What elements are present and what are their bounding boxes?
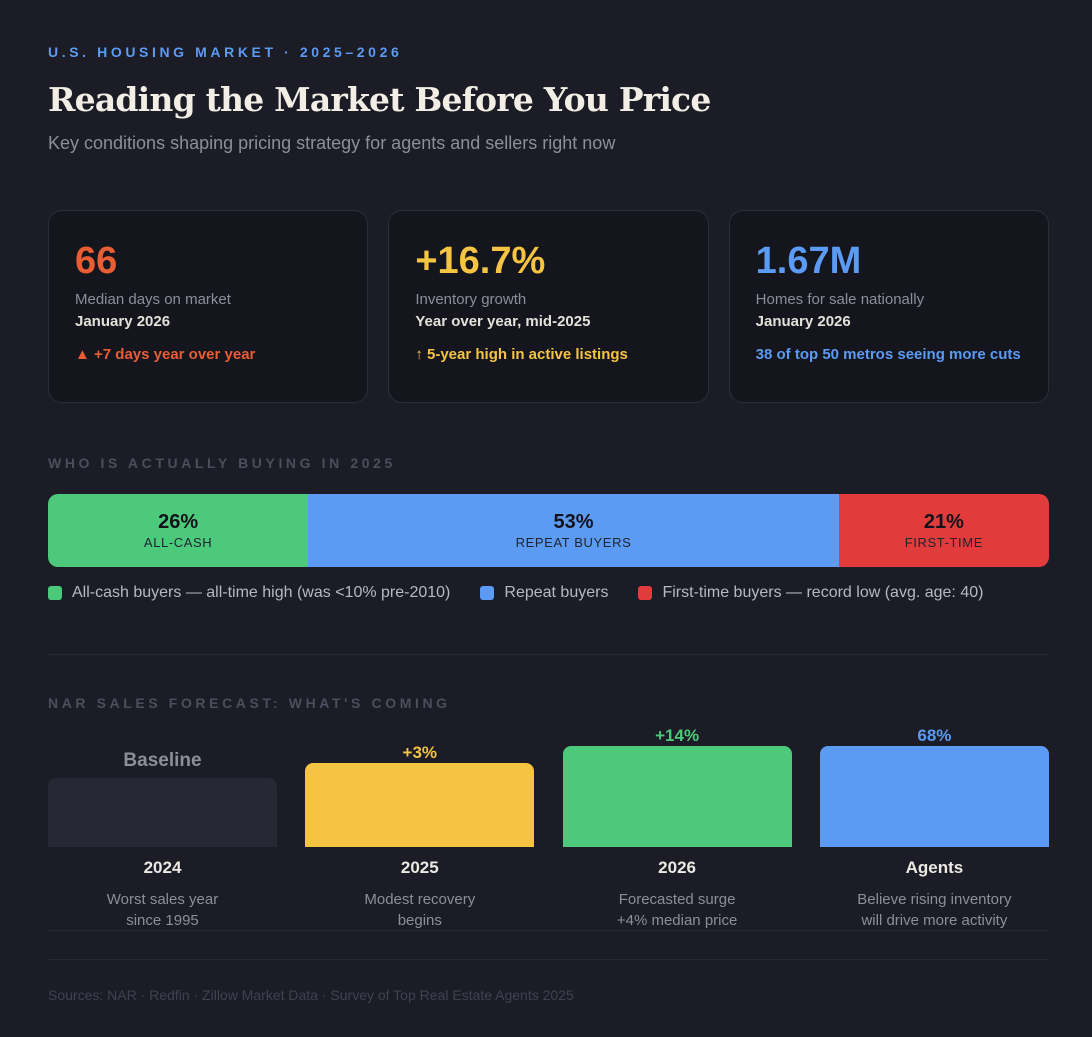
forecast-bar (305, 763, 535, 847)
stack-segment-first-time: 21% FIRST-TIME (838, 494, 1049, 567)
segment-percent: 21% (923, 511, 964, 533)
stat-sublabel: January 2026 (75, 313, 171, 330)
stat-note: ▲ +7 days year over year (75, 346, 256, 363)
section-divider (48, 654, 1049, 655)
page-subtitle: Key conditions shaping pricing strategy … (48, 133, 616, 153)
segment-percent: 26% (158, 511, 199, 533)
forecast-description-line: will drive more activity (861, 912, 1008, 929)
segment-label: ALL-CASH (143, 535, 213, 550)
legend-swatch (48, 586, 62, 600)
stat-value: 66 (75, 240, 118, 282)
stat-note: 38 of top 50 metros seeing more cuts (755, 346, 1021, 363)
forecast-description-line: Worst sales year (106, 891, 219, 908)
forecast-description-line: Modest recovery (364, 891, 476, 908)
stat-sublabel: Year over year, mid-2025 (415, 313, 591, 330)
stat-value: 1.67M (755, 240, 862, 282)
forecast-bar (819, 746, 1049, 847)
forecast-description: Modest recovery begins (305, 889, 534, 931)
forecast-description-line: Believe rising inventory (857, 891, 1012, 908)
buyers-section-label: WHO IS ACTUALLY BUYING IN 2025 (48, 455, 396, 471)
stat-note: ↑ 5-year high in active listings (415, 346, 628, 363)
stat-cards: 66 Median days on market January 2026 ▲ … (48, 210, 1049, 403)
forecast-category-label: 2025 (400, 858, 439, 877)
segment-label: REPEAT BUYERS (515, 535, 632, 550)
stack-segment-repeat-buyers: 53% REPEAT BUYERS (308, 494, 839, 567)
legend-swatch (638, 586, 653, 600)
footer-divider (48, 959, 1049, 960)
stat-value: +16.7% (415, 240, 546, 282)
eyebrow-label: U.S. HOUSING MARKET · 2025–2026 (48, 44, 403, 60)
legend-item: First-time buyers — record low (avg. age… (638, 584, 983, 602)
legend-item: All-cash buyers — all-time high (was <10… (48, 584, 450, 602)
forecast-category-label: 2024 (143, 858, 182, 877)
legend-text: First-time buyers — record low (avg. age… (662, 584, 984, 601)
forecast-description: Believe rising inventory will drive more … (820, 889, 1049, 931)
stat-sublabel: January 2026 (755, 313, 851, 330)
forecast-value-label: 68% (917, 726, 952, 745)
forecast-description-line: +4% median price (616, 912, 738, 929)
segment-percent: 53% (553, 511, 594, 533)
legend-item: Repeat buyers (480, 584, 608, 602)
forecast-value-label: +3% (402, 743, 438, 762)
legend-text: All-cash buyers — all-time high (was <10… (72, 584, 451, 601)
forecast-value-label: +14% (655, 726, 700, 745)
forecast-baseline-divider (48, 930, 1049, 931)
forecast-description: Forecasted surge +4% median price (563, 889, 792, 931)
forecast-value-label: Baseline (123, 750, 202, 771)
forecast-description-line: begins (397, 912, 442, 929)
page-title: Reading the Market Before You Price (48, 80, 711, 119)
segment-label: FIRST-TIME (904, 535, 983, 550)
stat-card-inventory-growth: +16.7% Inventory growth Year over year, … (388, 210, 709, 403)
legend-text: Repeat buyers (504, 584, 609, 601)
stat-label: Homes for sale nationally (755, 291, 925, 308)
buyer-share-stacked-bar: 26% ALL-CASH 53% REPEAT BUYERS 21% FIRST-TIME (48, 494, 1049, 567)
buyer-share-legend: All-cash buyers — all-time high (was <10… (48, 584, 983, 602)
stat-label: Median days on market (75, 291, 231, 308)
sources-footnote: Sources: NAR · Redfin · Zillow Market Da… (48, 987, 574, 1003)
legend-swatch (480, 586, 495, 600)
stat-label: Inventory growth (415, 291, 527, 308)
stack-segment-all-cash: 26% ALL-CASH (48, 494, 309, 567)
stat-card-homes-for-sale: 1.67M Homes for sale nationally January … (728, 210, 1049, 403)
forecast-bar (562, 746, 792, 847)
stat-card-days-on-market: 66 Median days on market January 2026 ▲ … (48, 210, 369, 403)
forecast-bar (48, 778, 277, 847)
forecast-description-line: since 1995 (126, 912, 199, 929)
forecast-section-label: NAR SALES FORECAST: WHAT'S COMING (48, 695, 451, 711)
forecast-category-label: Agents (905, 858, 964, 877)
forecast-category-label: 2026 (658, 858, 696, 877)
forecast-description-line: Forecasted surge (618, 891, 736, 908)
forecast-description: Worst sales year since 1995 (48, 889, 277, 931)
